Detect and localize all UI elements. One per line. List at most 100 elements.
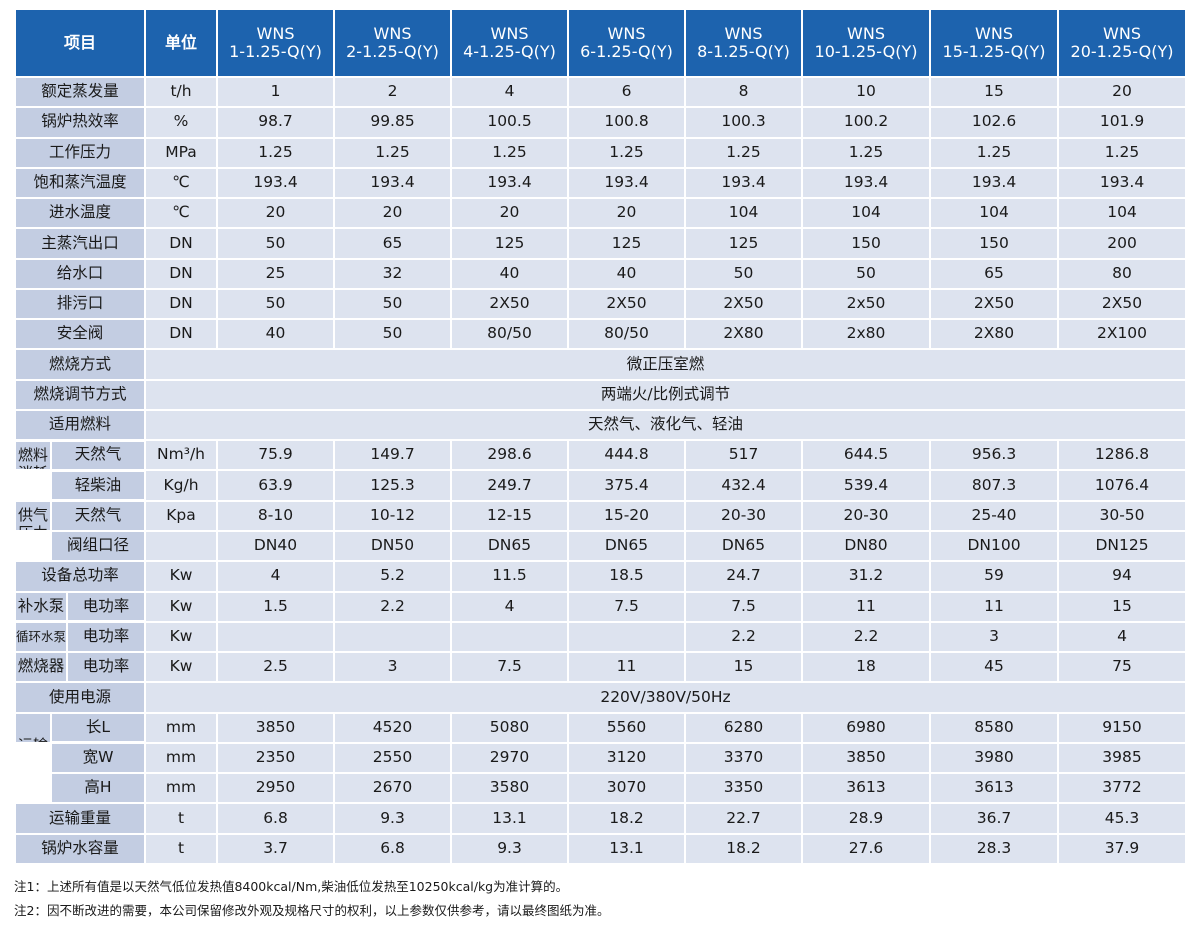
unit-cell: ℃ — [146, 199, 217, 228]
header-model-8: WNS 20-1.25-Q(Y) — [1059, 10, 1186, 76]
row-label: 排污口 — [16, 289, 144, 319]
row-feed_pump: 补水泵 电功率 Kw 1.5 2.2 4 7.5 7.5 11 11 15 — [16, 592, 1186, 621]
unit-cell: DN — [146, 289, 217, 319]
value-cell: 9150 — [1059, 713, 1186, 742]
value-cell: 644.5 — [803, 441, 930, 470]
row-pressure: 工作压力 MPa 1.25 1.25 1.25 1.25 1.25 1.25 1.25 1.25 — [16, 138, 1186, 167]
value-cell: 249.7 — [452, 471, 568, 500]
value-cell: 3070 — [569, 774, 685, 803]
value-cell: 2970 — [452, 743, 568, 773]
value-cell: DN125 — [1059, 531, 1186, 561]
model-line1: WNS — [607, 23, 646, 43]
unit-cell: Kw — [146, 562, 217, 591]
value-cell: 1076.4 — [1059, 471, 1186, 500]
merged-value: 微正压室燃 — [146, 350, 1186, 379]
unit-cell: ℃ — [146, 168, 217, 198]
value-cell: 6280 — [686, 713, 802, 742]
value-cell: 30-50 — [1059, 501, 1186, 530]
value-cell: 20 — [452, 199, 568, 228]
model-line1: WNS — [847, 23, 885, 43]
header-model-6: WNS 10-1.25-Q(Y) — [803, 10, 930, 76]
value-cell: 2x80 — [803, 320, 930, 349]
value-cell: 10-12 — [335, 501, 451, 530]
model-line1: WNS — [1103, 23, 1141, 43]
unit-cell — [146, 531, 217, 561]
value-cell: 20 — [335, 199, 451, 228]
unit-cell: % — [146, 108, 217, 137]
row-water_inlet: 给水口 DN 25 32 40 40 50 50 65 80 — [16, 259, 1186, 288]
model-line2: 8-1.25-Q(Y) — [697, 42, 790, 61]
value-cell: 15 — [686, 653, 802, 682]
value-cell: 20 — [218, 199, 334, 228]
row-label: 给水口 — [16, 259, 144, 288]
merged-value: 两端火/比例式调节 — [146, 380, 1186, 409]
value-cell: 125.3 — [335, 471, 451, 500]
row-efficiency: 锅炉热效率% 98.7 99.85 100.5 100.8 100.3 100.2 102.6… — [16, 108, 1186, 137]
row-safety_valve: 安全阀 DN 40 50 80/50 80/50 2X80 2x80 2X80 2X100 — [16, 320, 1186, 349]
value-cell: 3985 — [1059, 743, 1186, 773]
row-label-group: 运输尺寸长L — [16, 713, 144, 742]
row-label-group: 阀组口径 — [16, 532, 144, 560]
specification-table: 项目 单位 WNS 1-1.25-Q(Y) WNS 2-1.25-Q(Y) WNS 4-1… — [14, 8, 1187, 865]
row-label-group: 补水泵 电功率 — [16, 592, 144, 621]
value-cell — [569, 622, 685, 652]
value-cell: 27.6 — [803, 834, 930, 863]
value-cell: 125 — [452, 229, 568, 258]
value-cell: 2X100 — [1059, 320, 1186, 349]
value-cell: 193.4 — [335, 168, 451, 198]
value-cell: 15-20 — [569, 501, 685, 530]
model-line2: 10-1.25-Q(Y) — [814, 42, 918, 61]
value-cell: 20-30 — [803, 501, 930, 530]
row-transport_size-length: 运输尺寸长Lmm38504520508055606280698085809150 — [16, 713, 1186, 742]
header-item-unit: 项目 单位 — [16, 10, 217, 76]
value-cell: 104 — [803, 199, 930, 228]
value-cell: 50 — [218, 289, 334, 319]
row-burner: 燃烧器 电功率 Kw 2.5 3 7.5 11 15 18 45 75 — [16, 653, 1186, 682]
sub-label: 天然气 — [52, 441, 144, 470]
model-line1: WNS — [373, 23, 412, 43]
header-model-4: WNS 6-1.25-Q(Y) — [569, 10, 685, 76]
footnote-1: 注1：上述所有值是以天然气低位发热值8400kcal/Nm,柴油低位发热至102… — [14, 879, 569, 894]
row-power_supply: 使用电源 220V/380V/50Hz — [16, 683, 1186, 712]
value-cell: 80 — [1059, 259, 1186, 288]
value-cell: 2X50 — [569, 289, 685, 319]
value-cell: 193.4 — [803, 168, 930, 198]
value-cell: 3772 — [1059, 774, 1186, 803]
value-cell: 3 — [335, 653, 451, 682]
value-cell: 2350 — [218, 743, 334, 773]
value-cell: 100.3 — [686, 108, 802, 137]
unit-cell: Nm³/h — [146, 441, 217, 470]
unit-cell: DN — [146, 229, 217, 258]
group-label: 燃料消耗 — [16, 441, 50, 470]
value-cell: 59 — [931, 562, 1058, 591]
unit-cell: mm — [146, 713, 217, 742]
value-cell: 1.5 — [218, 592, 334, 621]
row-label-group: 高H — [16, 774, 144, 802]
value-cell: 40 — [452, 259, 568, 288]
row-label: 适用燃料 — [16, 410, 144, 440]
value-cell: 100.2 — [803, 108, 930, 137]
model-line2: 1-1.25-Q(Y) — [229, 42, 322, 61]
row-label: 进水温度 — [16, 199, 144, 228]
sub-label: 电功率 — [68, 592, 144, 621]
value-cell: DN80 — [803, 531, 930, 561]
row-label: 安全阀 — [16, 320, 144, 349]
value-cell: 2X50 — [452, 289, 568, 319]
value-cell: 2X50 — [931, 289, 1058, 319]
model-line1: WNS — [724, 23, 763, 43]
value-cell: 4 — [452, 78, 568, 107]
row-label: 运输重量 — [16, 804, 144, 833]
model-line1: WNS — [975, 23, 1013, 43]
value-cell: 6.8 — [218, 804, 334, 833]
value-cell: 125 — [686, 229, 802, 258]
value-cell: 11 — [931, 592, 1058, 621]
value-cell: 193.4 — [931, 168, 1058, 198]
value-cell: 99.85 — [335, 108, 451, 137]
row-total_power: 设备总功率 Kw 4 5.2 11.5 18.5 24.7 31.2 59 94 — [16, 562, 1186, 591]
group-label: 供气压力 — [16, 502, 50, 530]
group-label: 补水泵 — [16, 592, 66, 621]
value-cell: 2X50 — [1059, 289, 1186, 319]
value-cell: 104 — [931, 199, 1058, 228]
sub-label: 天然气 — [52, 502, 144, 530]
unit-cell: mm — [146, 774, 217, 803]
